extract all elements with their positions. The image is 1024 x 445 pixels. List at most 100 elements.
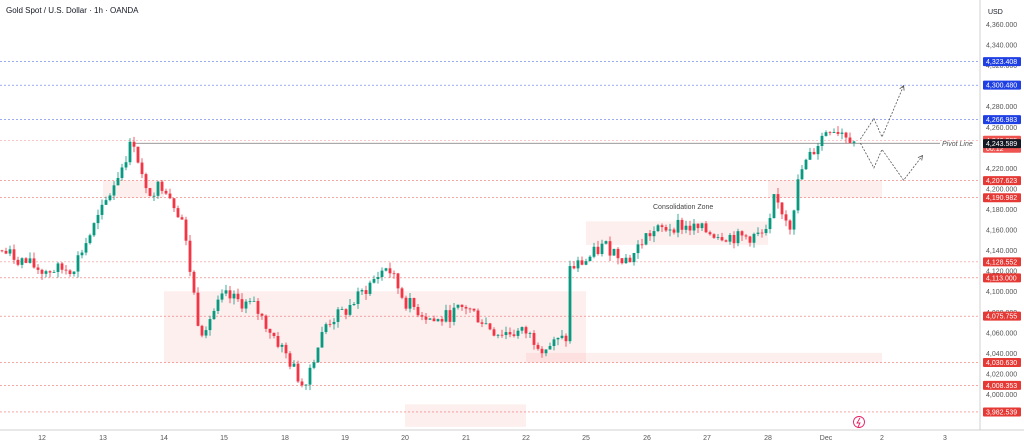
price-label: 4,190.982 xyxy=(986,195,1017,202)
candle-body xyxy=(576,260,580,269)
candle-body xyxy=(600,243,604,255)
candle-body xyxy=(44,271,48,274)
candle-body xyxy=(336,309,340,322)
x-tick-label: 27 xyxy=(703,435,711,442)
candle-body xyxy=(244,301,248,309)
y-tick-label: 4,200.000 xyxy=(986,186,1017,193)
candle-body xyxy=(116,177,120,186)
zone-rect xyxy=(526,352,882,363)
candle-body xyxy=(388,268,392,274)
candle-body xyxy=(348,305,352,315)
candle-body xyxy=(212,310,216,320)
candle-body xyxy=(8,249,12,254)
candle-body xyxy=(408,298,412,309)
candle-body xyxy=(792,210,796,230)
candle-body xyxy=(120,167,124,178)
candle-body xyxy=(4,250,8,254)
candle-body xyxy=(240,299,244,309)
candle-body xyxy=(92,223,96,236)
lightning-icon xyxy=(856,417,861,428)
x-tick-label: 18 xyxy=(281,435,289,442)
x-tick-label: 14 xyxy=(160,435,168,442)
y-tick-label: 4,220.000 xyxy=(986,166,1017,173)
candle-body xyxy=(172,198,176,209)
y-tick-label: 4,140.000 xyxy=(986,248,1017,255)
x-tick-label: 2 xyxy=(880,435,884,442)
candle-body xyxy=(352,303,356,306)
candle-body xyxy=(612,248,616,256)
zone-rect xyxy=(103,180,164,198)
candle-body xyxy=(168,193,172,199)
candle-body xyxy=(556,337,560,340)
candle-body xyxy=(840,132,844,134)
candle-body xyxy=(96,214,100,224)
candle-body xyxy=(812,151,816,155)
candle-body xyxy=(532,332,536,345)
candle-body xyxy=(708,232,712,235)
candle-body xyxy=(396,273,400,289)
candle-body xyxy=(452,307,456,322)
candle-body xyxy=(152,195,156,197)
candle-body xyxy=(144,174,148,189)
price-label-box xyxy=(983,273,1021,283)
candle-body xyxy=(196,292,200,326)
candle-body xyxy=(160,181,164,191)
candle-body xyxy=(776,194,780,203)
candle-body xyxy=(180,217,184,220)
y-tick-label: 4,020.000 xyxy=(986,371,1017,378)
candle-body xyxy=(804,159,808,170)
candle-body xyxy=(808,151,812,160)
candle-body xyxy=(688,225,692,231)
candle-body xyxy=(416,306,420,316)
x-tick-label: Dec xyxy=(820,435,833,442)
candle-body xyxy=(588,256,592,262)
candle-body xyxy=(680,219,684,230)
candle-body xyxy=(304,384,308,386)
candle-body xyxy=(720,237,724,241)
currency-label: USD xyxy=(988,9,1003,16)
candle-body xyxy=(628,257,632,263)
candle-body xyxy=(832,131,836,133)
price-label: 4,128.552 xyxy=(986,259,1017,266)
candle-body xyxy=(376,277,380,280)
candle-body xyxy=(124,162,128,168)
price-label-box xyxy=(983,380,1021,390)
price-label-box xyxy=(983,115,1021,125)
price-label: 4,323.408 xyxy=(986,59,1017,66)
candle-body xyxy=(76,255,80,272)
candle-body xyxy=(676,219,680,233)
candle-body xyxy=(516,330,520,336)
candle-body xyxy=(12,249,16,260)
candle-body xyxy=(728,234,732,242)
consolidation-zone-label: Consolidation Zone xyxy=(653,204,713,211)
candle-body xyxy=(712,234,716,238)
candle-body xyxy=(512,334,516,336)
candle-body xyxy=(552,339,556,346)
candle-body xyxy=(48,271,52,273)
candle-body xyxy=(276,336,280,347)
candle-body xyxy=(192,271,196,293)
candle-body xyxy=(368,282,372,294)
candle-body xyxy=(760,232,764,234)
candle-body xyxy=(136,146,140,163)
candle-body xyxy=(148,188,152,196)
candle-body xyxy=(132,141,136,147)
projection-arrowhead xyxy=(917,154,924,161)
price-label: 4,300.480 xyxy=(986,83,1017,90)
candle-body xyxy=(852,141,856,143)
candle-body xyxy=(744,235,748,237)
candle-body xyxy=(448,310,452,322)
y-tick-label: 4,180.000 xyxy=(986,207,1017,214)
y-tick-label: 4,160.000 xyxy=(986,228,1017,235)
y-tick-label: 4,260.000 xyxy=(986,125,1017,132)
candle-body xyxy=(504,332,508,336)
price-label-box xyxy=(983,57,1021,67)
candle-body xyxy=(432,318,436,322)
candle-body xyxy=(828,132,832,134)
candle-body xyxy=(228,290,232,299)
candle-body xyxy=(696,223,700,229)
candle-body xyxy=(704,223,708,233)
candle-body xyxy=(464,306,468,309)
candle-body xyxy=(476,310,480,323)
